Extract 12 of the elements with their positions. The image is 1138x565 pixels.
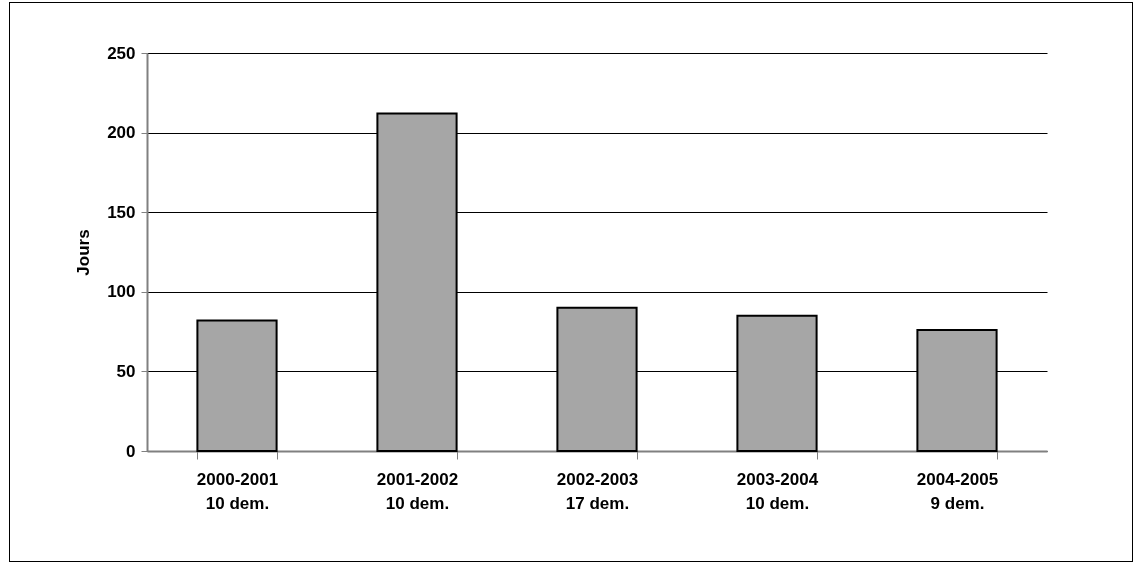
y-tick-label: 200	[107, 123, 136, 143]
y-tick-label: 250	[107, 43, 136, 63]
y-tick-label: 100	[107, 282, 136, 302]
y-tick-label: 150	[107, 202, 136, 222]
x-tick-label: 2003-2004 10 dem.	[736, 469, 819, 513]
y-tick-label: 50	[116, 361, 136, 381]
y-axis-title: Jours	[74, 229, 94, 276]
x-tick-label: 2001-2002 10 dem.	[376, 469, 459, 513]
y-tick-label: 0	[126, 441, 136, 461]
x-tick-label: 2002-2003 17 dem.	[556, 469, 639, 513]
x-tick-label: 2004-2005 9 dem.	[916, 469, 999, 513]
x-tick-label: 2000-2001 10 dem.	[196, 469, 279, 513]
